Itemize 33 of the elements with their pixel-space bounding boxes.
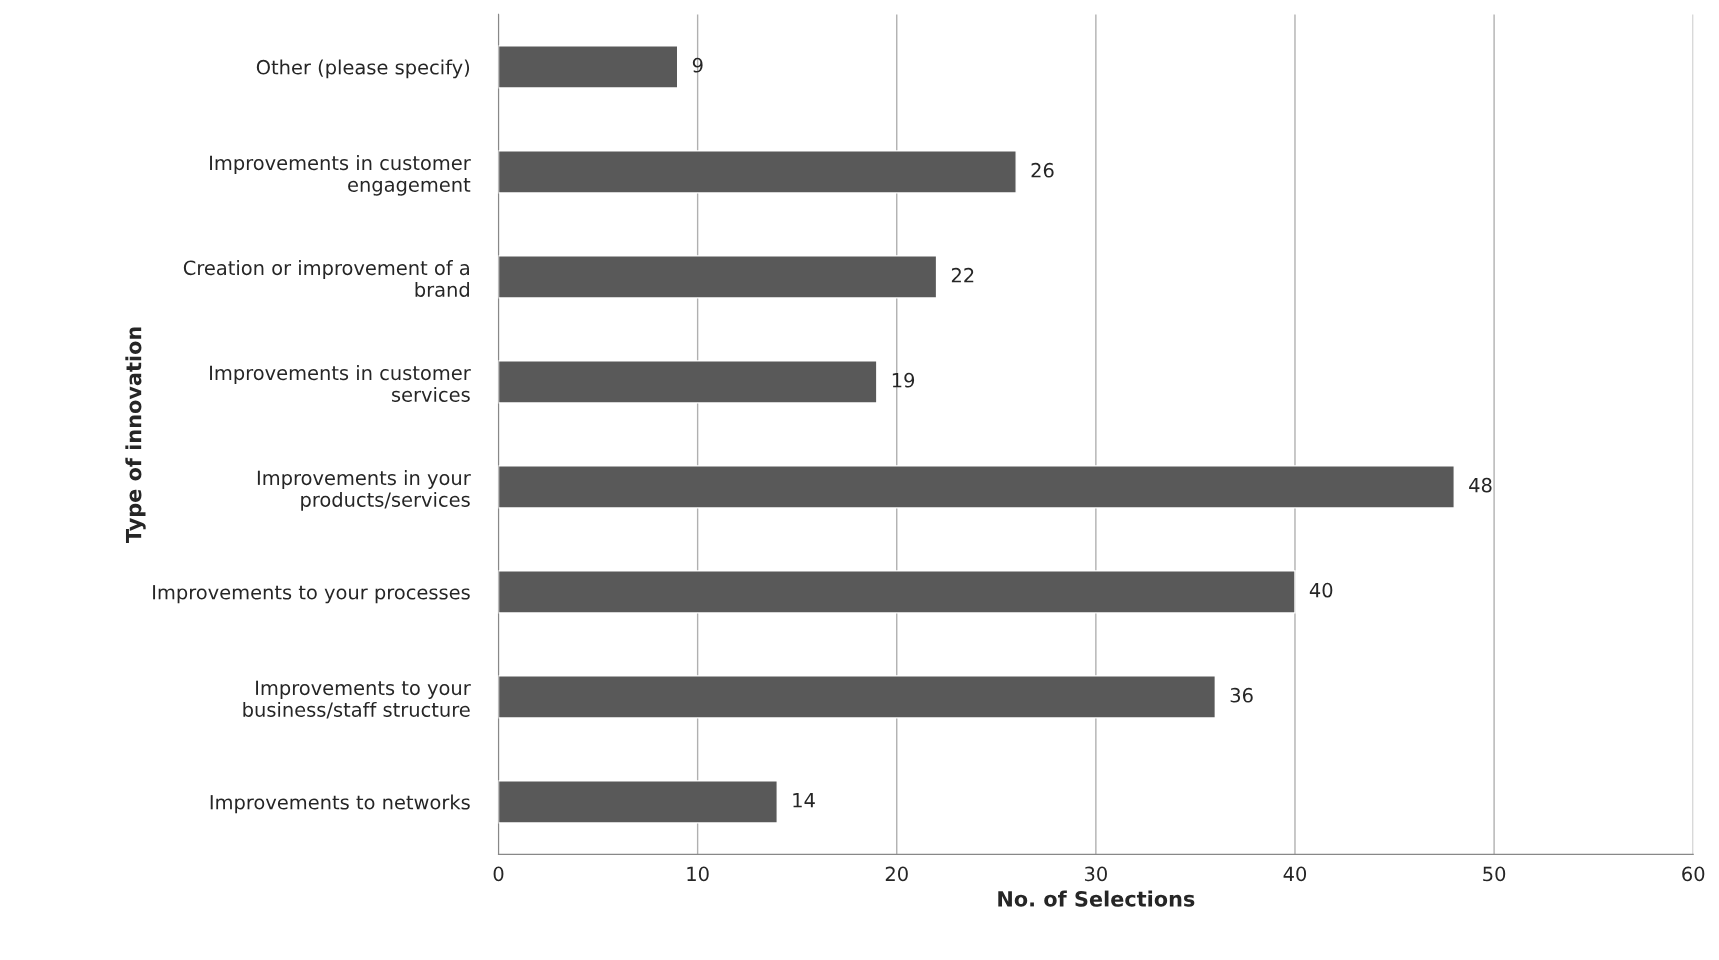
y-tick-label: Improvements to your processes xyxy=(153,585,470,604)
x-tick-label: 0 xyxy=(493,866,504,882)
x-tick-label: 30 xyxy=(1084,866,1107,882)
data-label: 22 xyxy=(951,267,974,283)
y-tick-label: Improvements in customer engagement xyxy=(210,155,471,196)
data-label: 19 xyxy=(892,372,915,388)
y-tick-label: Other (please specify) xyxy=(256,59,470,79)
y-tick-label: Improvements to networks xyxy=(210,794,470,814)
bar xyxy=(498,675,1217,719)
bar xyxy=(498,570,1296,614)
bar xyxy=(498,465,1455,509)
data-label: 26 xyxy=(1031,162,1054,178)
y-tick-label: Improvements to your business/staff structure xyxy=(243,680,471,719)
bar xyxy=(498,360,878,404)
data-label: 48 xyxy=(1469,477,1492,493)
x-tick-label: 60 xyxy=(1682,866,1705,882)
bar xyxy=(498,45,679,89)
x-tick-label: 40 xyxy=(1283,866,1307,882)
x-tick-label: 10 xyxy=(687,866,709,882)
bar xyxy=(498,780,778,824)
y-tick-label: Improvements in your products/services xyxy=(257,470,471,511)
x-tick-label: 50 xyxy=(1483,866,1506,882)
data-label: 14 xyxy=(793,793,815,808)
x-tick-label: 20 xyxy=(885,866,908,882)
y-tick-label: Creation or improvement of a brand xyxy=(183,260,469,297)
y-tick-label: Improvements in customer services xyxy=(210,365,471,402)
data-label: 36 xyxy=(1230,687,1253,703)
data-label: 40 xyxy=(1309,582,1333,598)
bar xyxy=(498,150,1017,194)
data-label: 9 xyxy=(692,57,703,73)
bar xyxy=(498,255,938,299)
y-axis-title: Type of innovation xyxy=(125,327,146,543)
x-axis-title: No. of Selections xyxy=(998,890,1195,907)
